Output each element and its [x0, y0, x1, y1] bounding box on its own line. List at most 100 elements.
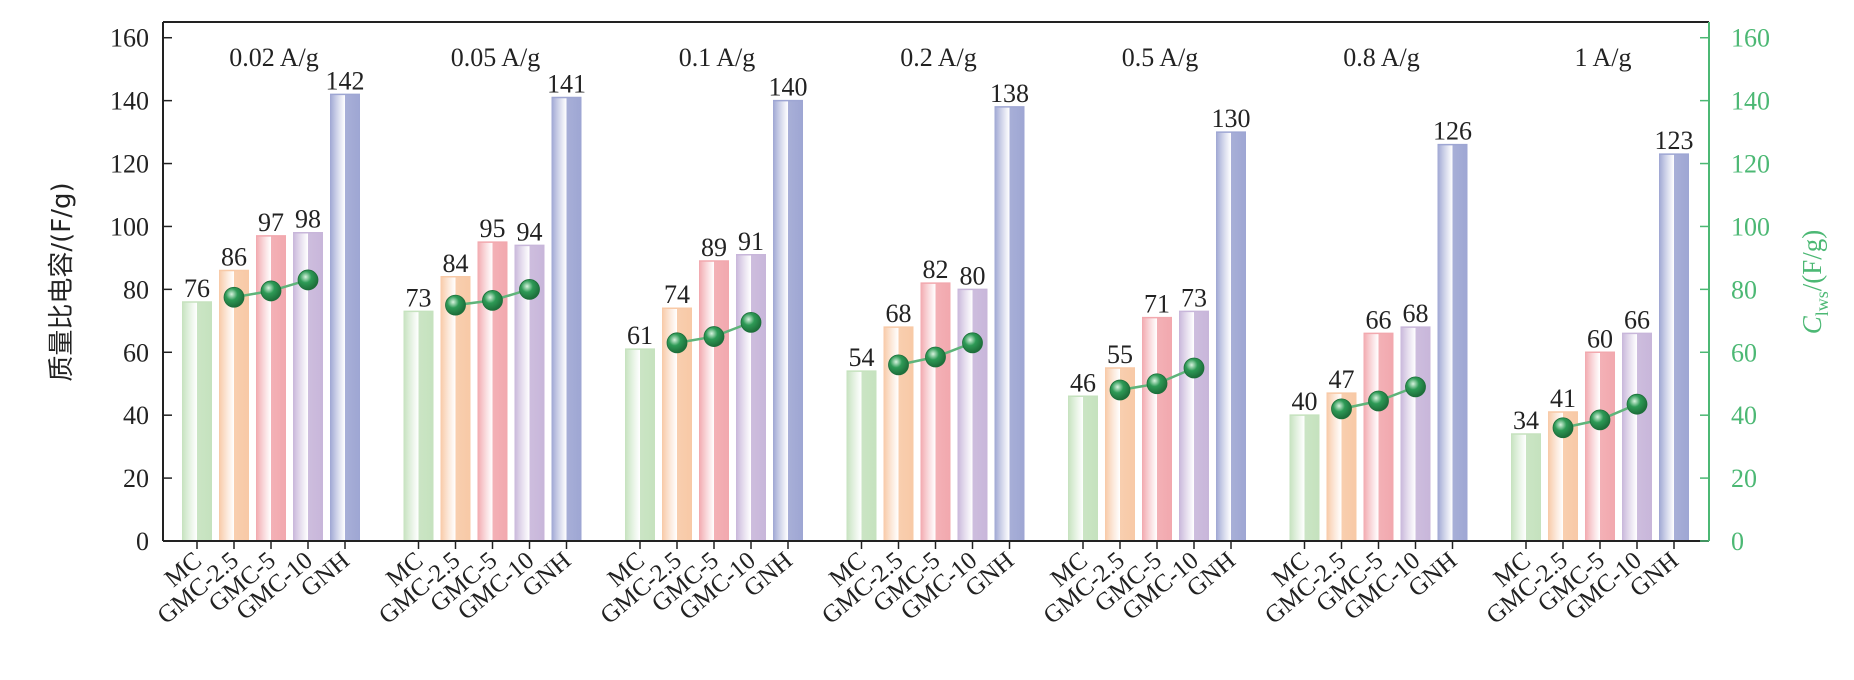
- line-marker: [740, 311, 762, 333]
- y-tick-label-right: 0: [1731, 527, 1744, 556]
- data-label: 47: [1329, 365, 1355, 394]
- data-label: 138: [990, 79, 1029, 108]
- line-marker: [925, 346, 946, 368]
- bar-gnh: [1216, 132, 1246, 541]
- data-label: 55: [1107, 340, 1133, 369]
- y-axis-title-left: 质量比电容/(F/g): [47, 182, 77, 381]
- line-marker: [1405, 376, 1426, 398]
- bar-gmc-5: [699, 261, 729, 541]
- group-label: 0.2 A/g: [900, 43, 977, 72]
- group-label: 0.8 A/g: [1343, 43, 1420, 72]
- line-marker: [445, 294, 466, 316]
- data-label: 66: [1366, 305, 1392, 334]
- line-marker: [1589, 409, 1611, 431]
- y-tick-label-left: 40: [123, 401, 149, 430]
- y-tick-label-right: 80: [1731, 275, 1757, 304]
- y-tick-label-right: 160: [1731, 24, 1770, 53]
- y-axis-title-right-main: C: [1797, 315, 1827, 334]
- bar-mc: [846, 371, 877, 541]
- y-tick-label-right: 40: [1731, 401, 1757, 430]
- group-label: 0.5 A/g: [1122, 43, 1199, 72]
- line-marker: [1552, 417, 1574, 439]
- bar-gmc-2.5: [219, 270, 249, 541]
- group-label: 0.02 A/g: [229, 43, 319, 72]
- data-label: 54: [849, 343, 875, 372]
- bar-gmc-10: [1179, 311, 1209, 541]
- bar-mc: [1511, 434, 1541, 541]
- bar-gmc-10: [1400, 327, 1431, 541]
- y-tick-label-left: 120: [110, 150, 149, 179]
- line-marker: [297, 269, 319, 291]
- group-label: 1 A/g: [1574, 43, 1631, 72]
- data-label: 89: [701, 233, 727, 262]
- data-label: 91: [738, 227, 764, 256]
- data-label: 40: [1292, 387, 1318, 416]
- bar-gmc-10: [1622, 333, 1652, 541]
- y-tick-label-right: 140: [1731, 87, 1770, 116]
- data-label: 80: [960, 261, 986, 290]
- line-marker: [260, 280, 282, 302]
- bar-gmc-10: [736, 254, 766, 541]
- y-axis-title-right: Clws/(F/g): [1797, 230, 1832, 335]
- data-label: 73: [1181, 283, 1207, 312]
- data-label: 98: [295, 205, 321, 234]
- y-axis-title-right-rest: /(F/g): [1797, 230, 1827, 292]
- bar-gnh: [773, 100, 803, 542]
- data-label: 82: [923, 255, 949, 284]
- line-marker: [1626, 393, 1648, 415]
- bar-gmc-5: [920, 283, 951, 541]
- bar-gnh: [1437, 144, 1468, 541]
- data-label: 130: [1212, 104, 1251, 133]
- data-label: 86: [221, 242, 247, 271]
- bars-layer: [182, 93, 1689, 542]
- bar-gmc-2.5: [440, 276, 471, 541]
- bar-gnh: [330, 94, 360, 541]
- y-tick-label-right: 20: [1731, 464, 1757, 493]
- data-label: 61: [627, 321, 653, 350]
- group-label: 0.1 A/g: [679, 43, 756, 72]
- data-label: 71: [1144, 290, 1170, 319]
- y-tick-label-left: 140: [110, 87, 149, 116]
- axes-layer: [162, 21, 1710, 549]
- line-marker: [888, 354, 909, 376]
- bar-mc: [182, 301, 212, 541]
- line-marker: [962, 332, 983, 354]
- line-marker: [519, 278, 540, 300]
- y-tick-label-left: 60: [123, 338, 149, 367]
- bar-gmc-5: [477, 242, 508, 541]
- line-marker: [703, 326, 725, 347]
- data-label: 68: [1403, 299, 1429, 328]
- bar-mc: [625, 349, 655, 541]
- line-marker: [1331, 398, 1352, 420]
- bar-gnh: [1659, 154, 1689, 542]
- line-marker: [1368, 390, 1389, 412]
- data-label: 142: [326, 66, 365, 95]
- line-marker: [1109, 379, 1131, 401]
- bar-gmc-5: [1585, 352, 1615, 541]
- line-series-layer: [223, 269, 1648, 439]
- line-marker: [666, 332, 688, 354]
- y-tick-label-left: 160: [110, 24, 149, 53]
- data-label: 140: [769, 73, 808, 102]
- line-marker: [482, 289, 503, 311]
- y-tick-label-right: 120: [1731, 150, 1770, 179]
- bar-gmc-10: [957, 289, 988, 541]
- bar-gmc-5: [1142, 317, 1172, 541]
- group-label: 0.05 A/g: [451, 43, 541, 72]
- data-label: 97: [258, 208, 284, 237]
- y-axis-title-right-sub: lws: [1812, 291, 1832, 316]
- line-marker: [1183, 357, 1205, 379]
- data-label: 84: [443, 249, 469, 278]
- bar-gnh: [994, 106, 1025, 541]
- data-label: 94: [517, 217, 543, 246]
- data-label: 74: [664, 280, 690, 309]
- y-tick-label-left: 80: [123, 275, 149, 304]
- bar-mc: [1289, 415, 1320, 541]
- data-label: 68: [886, 299, 912, 328]
- y-tick-label-left: 100: [110, 212, 149, 241]
- bar-gnh: [551, 97, 582, 541]
- data-label: 76: [184, 274, 210, 303]
- y-tick-label-left: 0: [136, 527, 149, 556]
- data-label: 41: [1550, 384, 1576, 413]
